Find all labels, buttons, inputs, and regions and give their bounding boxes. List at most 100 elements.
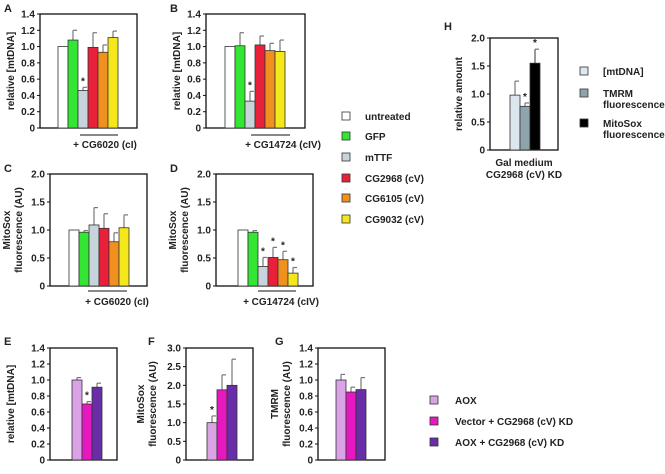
legend-label: TMRM — [603, 89, 633, 100]
y-tick-label: 0.4 — [187, 91, 201, 102]
y-tick-label: 0.4 — [299, 424, 313, 435]
bar-gfp — [247, 231, 259, 287]
panel-label: E — [4, 336, 11, 348]
bar-gfp — [78, 231, 90, 287]
y-tick-label: 1.4 — [187, 10, 201, 21]
y-tick-label: 1.2 — [31, 360, 45, 371]
y-axis-label: relative [mtDNA] — [172, 32, 183, 110]
legend-label: CG2968 (cV) — [365, 174, 424, 185]
legend-swatch — [341, 131, 351, 141]
panel-d: D 0 0.5 1.0 1.5 2.0 MitoSox fluorescence (AU) * *… — [168, 163, 319, 308]
y-tick-label: 1.0 — [197, 226, 211, 237]
bar-gfp — [234, 45, 246, 129]
bar-aox-cg2968-cv-kd — [91, 386, 103, 461]
bar-cg9032-cv — [107, 37, 119, 129]
y-tick-label: 1.2 — [21, 26, 35, 37]
legend-swatch — [429, 416, 439, 426]
panel-c: C 0 0.5 1.0 1.5 2.0 MitoSox fluorescence (AU) + … — [2, 163, 149, 308]
y-tick-label: 0.8 — [21, 58, 35, 69]
y-axis-label: MitoSox — [136, 384, 147, 423]
y-tick-label: 2.5 — [167, 362, 181, 373]
y-axis-label: MitoSox — [168, 210, 179, 249]
bar-untreated — [57, 46, 69, 129]
legend-swatch — [341, 214, 351, 224]
y-tick-label: 0.2 — [187, 107, 201, 118]
bar-cg2968-cv — [98, 227, 110, 287]
bar-mitosox-fluorescence — [529, 62, 541, 151]
legend-label: fluorescence — [603, 130, 665, 141]
y-axis-label: fluorescence (AU) — [14, 187, 25, 273]
y-tick-label: 1.2 — [299, 360, 313, 371]
bar-untreated — [68, 229, 80, 287]
y-tick-label: 1.2 — [187, 26, 201, 37]
y-tick-label: 0 — [39, 456, 45, 467]
y-tick-label: 1.0 — [471, 90, 485, 101]
significance-star: * — [248, 80, 252, 91]
bar-cg9032-cv — [287, 272, 299, 287]
x-axis-label: Gal medium — [495, 158, 552, 169]
bar-cg6105-cv — [97, 51, 109, 129]
y-tick-label: 0.6 — [299, 408, 313, 419]
bar-aox-cg2968-cv-kd — [226, 384, 238, 461]
legend-label: AOX + CG2968 (cV) KD — [455, 438, 564, 449]
y-tick-label: 2.0 — [471, 34, 485, 45]
legend-swatch — [341, 173, 351, 183]
bar-aox — [206, 422, 218, 461]
bar-mttf — [244, 100, 256, 129]
legend-swatch — [579, 118, 589, 128]
bar-aox — [71, 379, 83, 461]
bar-cg6105-cv — [108, 241, 120, 287]
y-tick-label: 2.0 — [167, 381, 181, 392]
bar-cg9032-cv — [274, 51, 286, 129]
bar-mttf — [77, 90, 89, 129]
y-axis-label: TMRM — [270, 389, 281, 419]
y-tick-label: 0.5 — [31, 254, 45, 265]
y-axis-label: fluorescence (AU) — [180, 187, 191, 273]
panel-f: F 0 0.5 1.0 1.5 2.0 2.5 3.0 MitoSox fluorescence … — [136, 336, 254, 467]
y-tick-label: 1.5 — [197, 198, 211, 209]
y-tick-label: 3.0 — [167, 344, 181, 355]
y-tick-label: 0.2 — [31, 440, 45, 451]
significance-star: * — [210, 405, 214, 416]
y-tick-label: 0.6 — [21, 75, 35, 86]
y-tick-label: 1.4 — [31, 344, 45, 355]
significance-star: * — [291, 257, 295, 268]
significance-star: * — [85, 391, 89, 402]
y-axis-label: fluorescence (AU) — [148, 361, 159, 447]
y-tick-label: 0.6 — [187, 75, 201, 86]
y-tick-label: 0.8 — [187, 58, 201, 69]
y-tick-label: 1.5 — [167, 400, 181, 411]
significance-star: * — [81, 76, 85, 87]
legend-swatch — [429, 395, 439, 405]
y-tick-label: 0 — [205, 282, 211, 293]
bar-cg6105-cv — [277, 259, 289, 287]
panel-e: E 0 0.2 0.4 0.6 0.8 1.0 1.2 1.4 relative [mtDNA] * — [4, 336, 118, 467]
bar--mtdna — [509, 94, 521, 151]
significance-star: * — [281, 240, 285, 251]
legend-label: fluorescence — [603, 100, 665, 111]
x-axis-label: + CG14724 (cIV) — [243, 297, 319, 308]
panel-label: A — [4, 3, 12, 15]
y-tick-label: 0.8 — [299, 392, 313, 403]
y-tick-label: 1.0 — [187, 42, 201, 53]
legend-main: untreated GFP mTTF CG2968 (cV) CG6105 (cV) CG… — [341, 111, 424, 226]
y-tick-label: 0.4 — [21, 91, 35, 102]
y-tick-label: 0.5 — [197, 254, 211, 265]
legend-swatch — [341, 111, 351, 121]
legend-swatch — [341, 152, 351, 162]
legend-label: CG6105 (cV) — [365, 194, 424, 205]
legend-h: [mtDNA]TMRMfluorescenceMitoSoxfluorescen… — [579, 66, 665, 141]
significance-star: * — [523, 92, 527, 103]
y-tick-label: 0.4 — [31, 424, 45, 435]
bar-untreated — [237, 229, 249, 287]
panel-label: B — [170, 3, 178, 15]
significance-star: * — [271, 236, 275, 247]
legend-swatch — [429, 437, 439, 447]
bar-cg2968-cv — [267, 257, 279, 287]
y-tick-label: 0 — [39, 282, 45, 293]
bar-mttf — [257, 265, 269, 287]
y-tick-label: 1.0 — [31, 226, 45, 237]
legend-label: untreated — [365, 112, 411, 123]
y-tick-label: 0.5 — [167, 437, 181, 448]
